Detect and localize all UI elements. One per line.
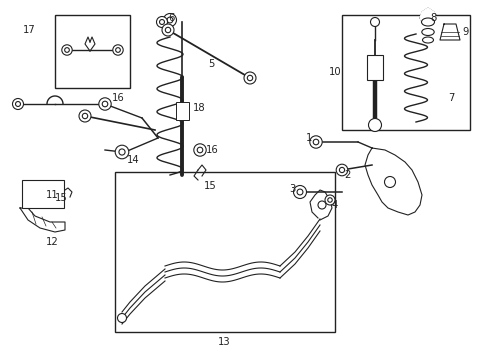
Circle shape: [247, 75, 252, 81]
Text: 15: 15: [55, 193, 68, 203]
Circle shape: [64, 48, 69, 52]
Circle shape: [325, 195, 334, 205]
Circle shape: [102, 101, 107, 107]
Circle shape: [193, 144, 206, 156]
Circle shape: [313, 139, 318, 145]
Bar: [175, 102, 188, 120]
Bar: [55, 15, 130, 88]
Text: 10: 10: [329, 67, 341, 77]
Circle shape: [339, 167, 344, 172]
Text: 15: 15: [203, 181, 216, 191]
Circle shape: [113, 45, 123, 55]
Circle shape: [368, 118, 381, 131]
Circle shape: [165, 27, 170, 33]
Ellipse shape: [421, 28, 433, 36]
Text: 6: 6: [168, 13, 174, 23]
Circle shape: [327, 198, 331, 202]
Text: 13: 13: [218, 337, 230, 347]
Circle shape: [167, 17, 173, 23]
Text: 9: 9: [461, 27, 468, 37]
Circle shape: [156, 17, 167, 27]
Circle shape: [116, 48, 120, 52]
Circle shape: [119, 149, 125, 155]
Circle shape: [163, 14, 176, 27]
Circle shape: [159, 19, 164, 24]
Circle shape: [16, 102, 20, 107]
Circle shape: [244, 72, 256, 84]
Circle shape: [197, 147, 203, 153]
Bar: [115, 172, 334, 332]
Text: 17: 17: [23, 25, 36, 35]
Circle shape: [297, 189, 302, 195]
Circle shape: [115, 145, 128, 159]
Text: 8: 8: [429, 13, 435, 23]
Text: 16: 16: [112, 93, 124, 103]
Circle shape: [79, 110, 91, 122]
Text: 5: 5: [207, 59, 214, 69]
Bar: [341, 15, 469, 130]
Text: 16: 16: [205, 145, 218, 155]
Circle shape: [384, 176, 395, 188]
Text: 7: 7: [447, 93, 453, 103]
Circle shape: [99, 98, 111, 110]
Bar: [366, 55, 382, 80]
Circle shape: [309, 136, 322, 148]
Circle shape: [336, 164, 347, 176]
Text: 4: 4: [331, 200, 338, 210]
Text: 11: 11: [46, 190, 59, 200]
Circle shape: [82, 113, 87, 119]
Circle shape: [370, 18, 379, 27]
Circle shape: [13, 99, 23, 109]
Text: 2: 2: [343, 170, 350, 180]
Polygon shape: [419, 8, 435, 24]
Circle shape: [61, 45, 72, 55]
Circle shape: [293, 185, 306, 198]
Circle shape: [117, 314, 126, 323]
Ellipse shape: [421, 18, 434, 26]
Ellipse shape: [422, 37, 433, 43]
Text: 3: 3: [289, 184, 295, 194]
Text: 14: 14: [127, 155, 140, 165]
Circle shape: [162, 24, 174, 36]
Circle shape: [317, 201, 325, 209]
Text: 12: 12: [46, 237, 59, 247]
Text: 18: 18: [193, 103, 205, 113]
Text: 1: 1: [305, 133, 312, 143]
Bar: [22, 180, 64, 208]
